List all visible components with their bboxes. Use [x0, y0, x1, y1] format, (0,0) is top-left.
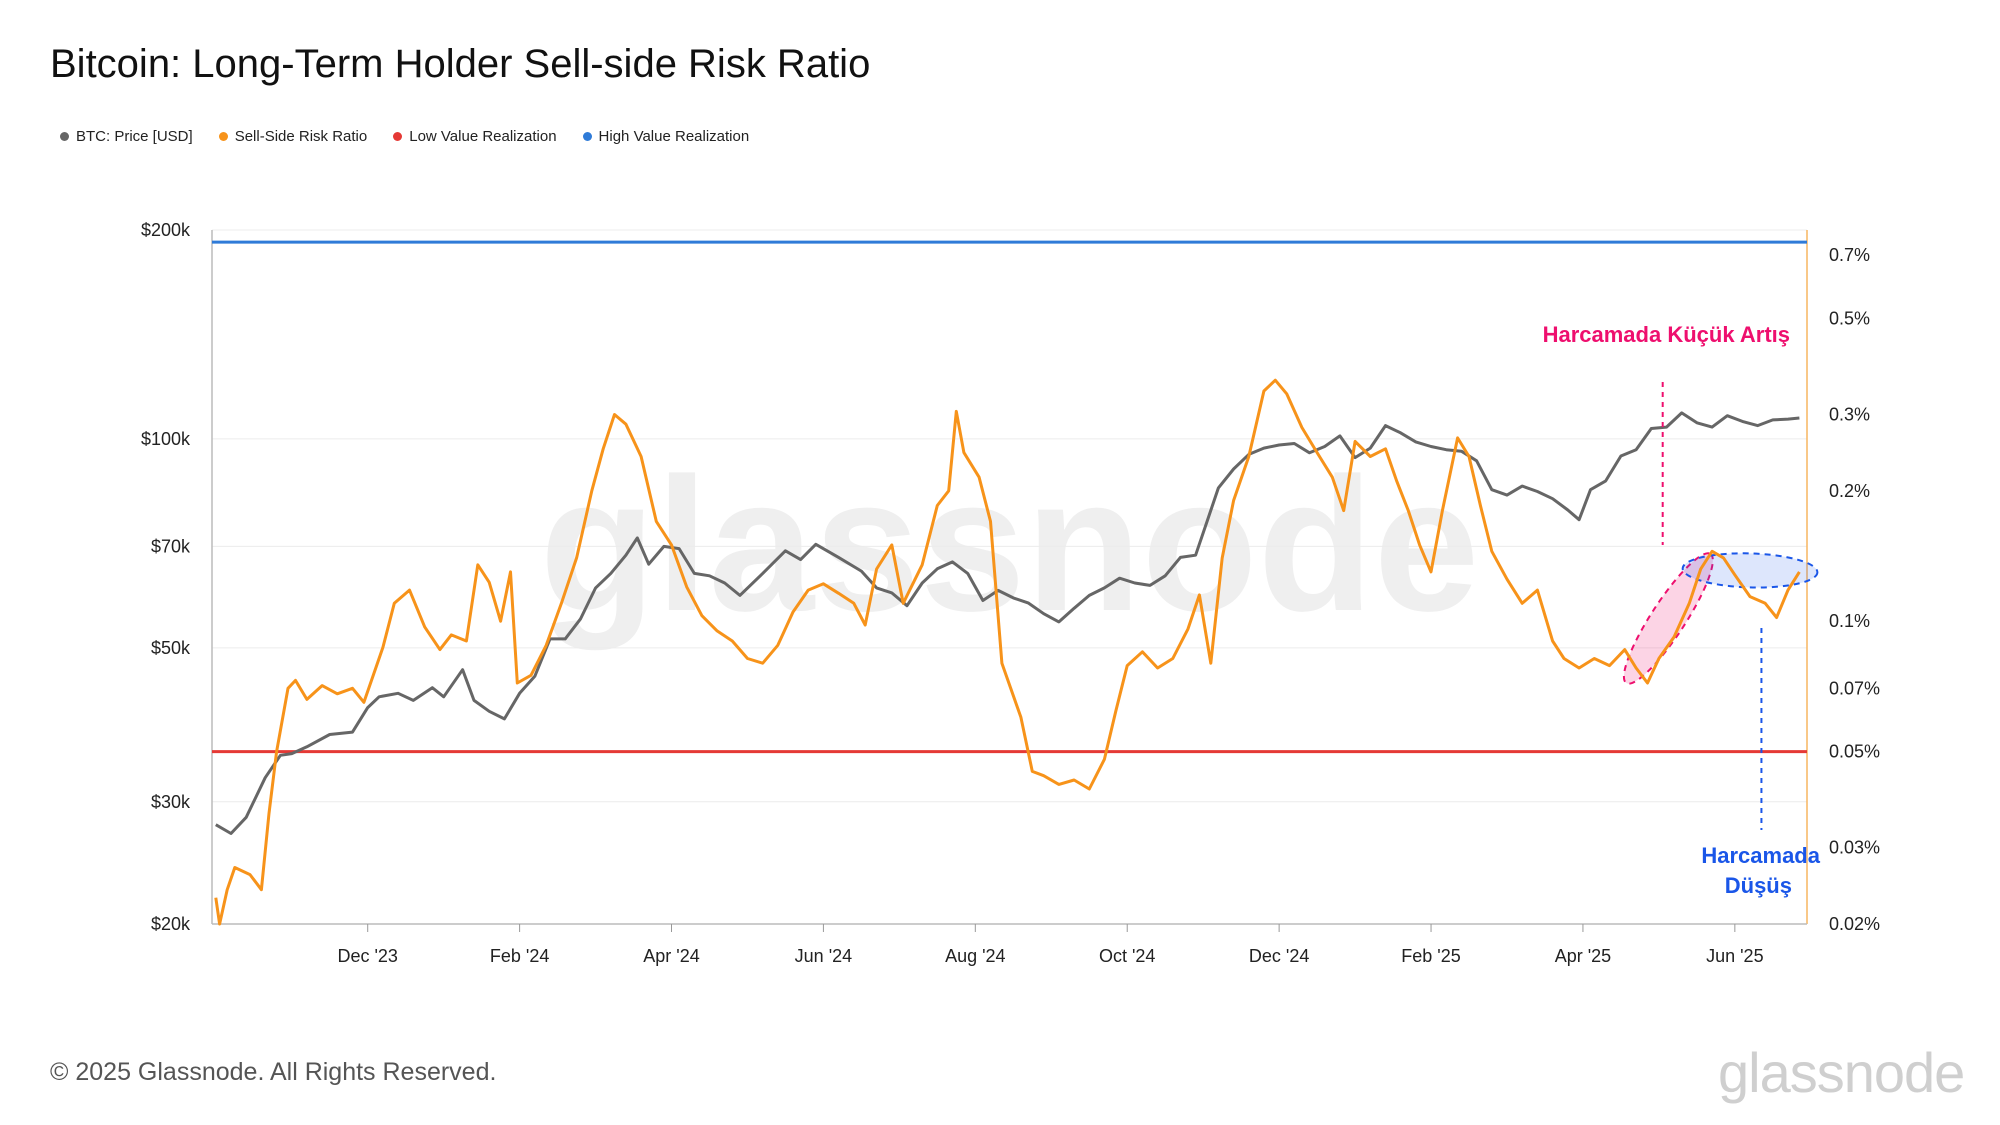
right-tick-label: 0.1% — [1829, 611, 1870, 631]
footer-copyright: © 2025 Glassnode. All Rights Reserved. — [50, 1058, 497, 1086]
annotation-label-decrease-line2: Düşüş — [1725, 873, 1792, 898]
right-tick-label: 0.07% — [1829, 678, 1880, 698]
legend-dot-price — [60, 132, 69, 141]
left-tick-label: $30k — [151, 792, 191, 812]
legend-label-price: BTC: Price [USD] — [76, 128, 193, 145]
right-tick-label: 0.2% — [1829, 481, 1870, 501]
right-tick-label: 0.5% — [1829, 308, 1870, 328]
left-tick-label: $70k — [151, 536, 191, 556]
x-tick-label: Jun '24 — [795, 946, 852, 966]
annotation-label-decrease-line1: Harcamada — [1701, 843, 1820, 868]
footer-logo: glassnode — [1718, 1041, 1965, 1104]
left-tick-label: $20k — [151, 914, 191, 934]
legend-label-low: Low Value Realization — [409, 128, 557, 145]
legend: BTC: Price [USD] Sell-Side Risk Ratio Lo… — [60, 128, 749, 145]
x-tick-label: Aug '24 — [945, 946, 1006, 966]
right-tick-label: 0.02% — [1829, 914, 1880, 934]
x-tick-label: Jun '25 — [1706, 946, 1763, 966]
right-tick-label: 0.05% — [1829, 742, 1880, 762]
legend-item-price[interactable]: BTC: Price [USD] — [60, 128, 193, 145]
right-tick-label: 0.03% — [1829, 838, 1880, 858]
legend-dot-ratio — [218, 132, 228, 141]
left-tick-label: $50k — [151, 638, 191, 658]
legend-label-ratio: Sell-Side Risk Ratio — [234, 128, 368, 145]
legend-item-low[interactable]: Low Value Realization — [393, 128, 557, 145]
legend-dot-high — [582, 132, 592, 141]
x-tick-label: Feb '24 — [490, 946, 549, 966]
right-tick-label: 0.3% — [1829, 405, 1870, 425]
watermark: glassnode — [540, 439, 1480, 651]
highlight-spending-decrease — [1681, 552, 1819, 589]
legend-label-high: High Value Realization — [598, 128, 750, 145]
x-tick-label: Dec '24 — [1249, 946, 1309, 966]
x-tick-label: Apr '25 — [1555, 946, 1611, 966]
right-tick-label: 0.7% — [1829, 245, 1870, 265]
legend-dot-low — [393, 132, 403, 141]
page-title: Bitcoin: Long-Term Holder Sell-side Risk… — [50, 42, 871, 86]
x-tick-label: Feb '25 — [1401, 946, 1460, 966]
left-tick-label: $200k — [141, 220, 191, 240]
left-tick-label: $100k — [141, 429, 191, 449]
x-tick-label: Apr '24 — [643, 946, 699, 966]
legend-item-ratio[interactable]: Sell-Side Risk Ratio — [218, 128, 368, 145]
btc-price-line — [215, 411, 1800, 835]
annotation-label-increase: Harcamada Küçük Artış — [1543, 322, 1790, 347]
x-tick-label: Oct '24 — [1099, 946, 1155, 966]
legend-item-high[interactable]: High Value Realization — [582, 128, 750, 145]
sell-side-risk-ratio-line — [214, 378, 1801, 926]
x-tick-label: Dec '23 — [337, 946, 397, 966]
